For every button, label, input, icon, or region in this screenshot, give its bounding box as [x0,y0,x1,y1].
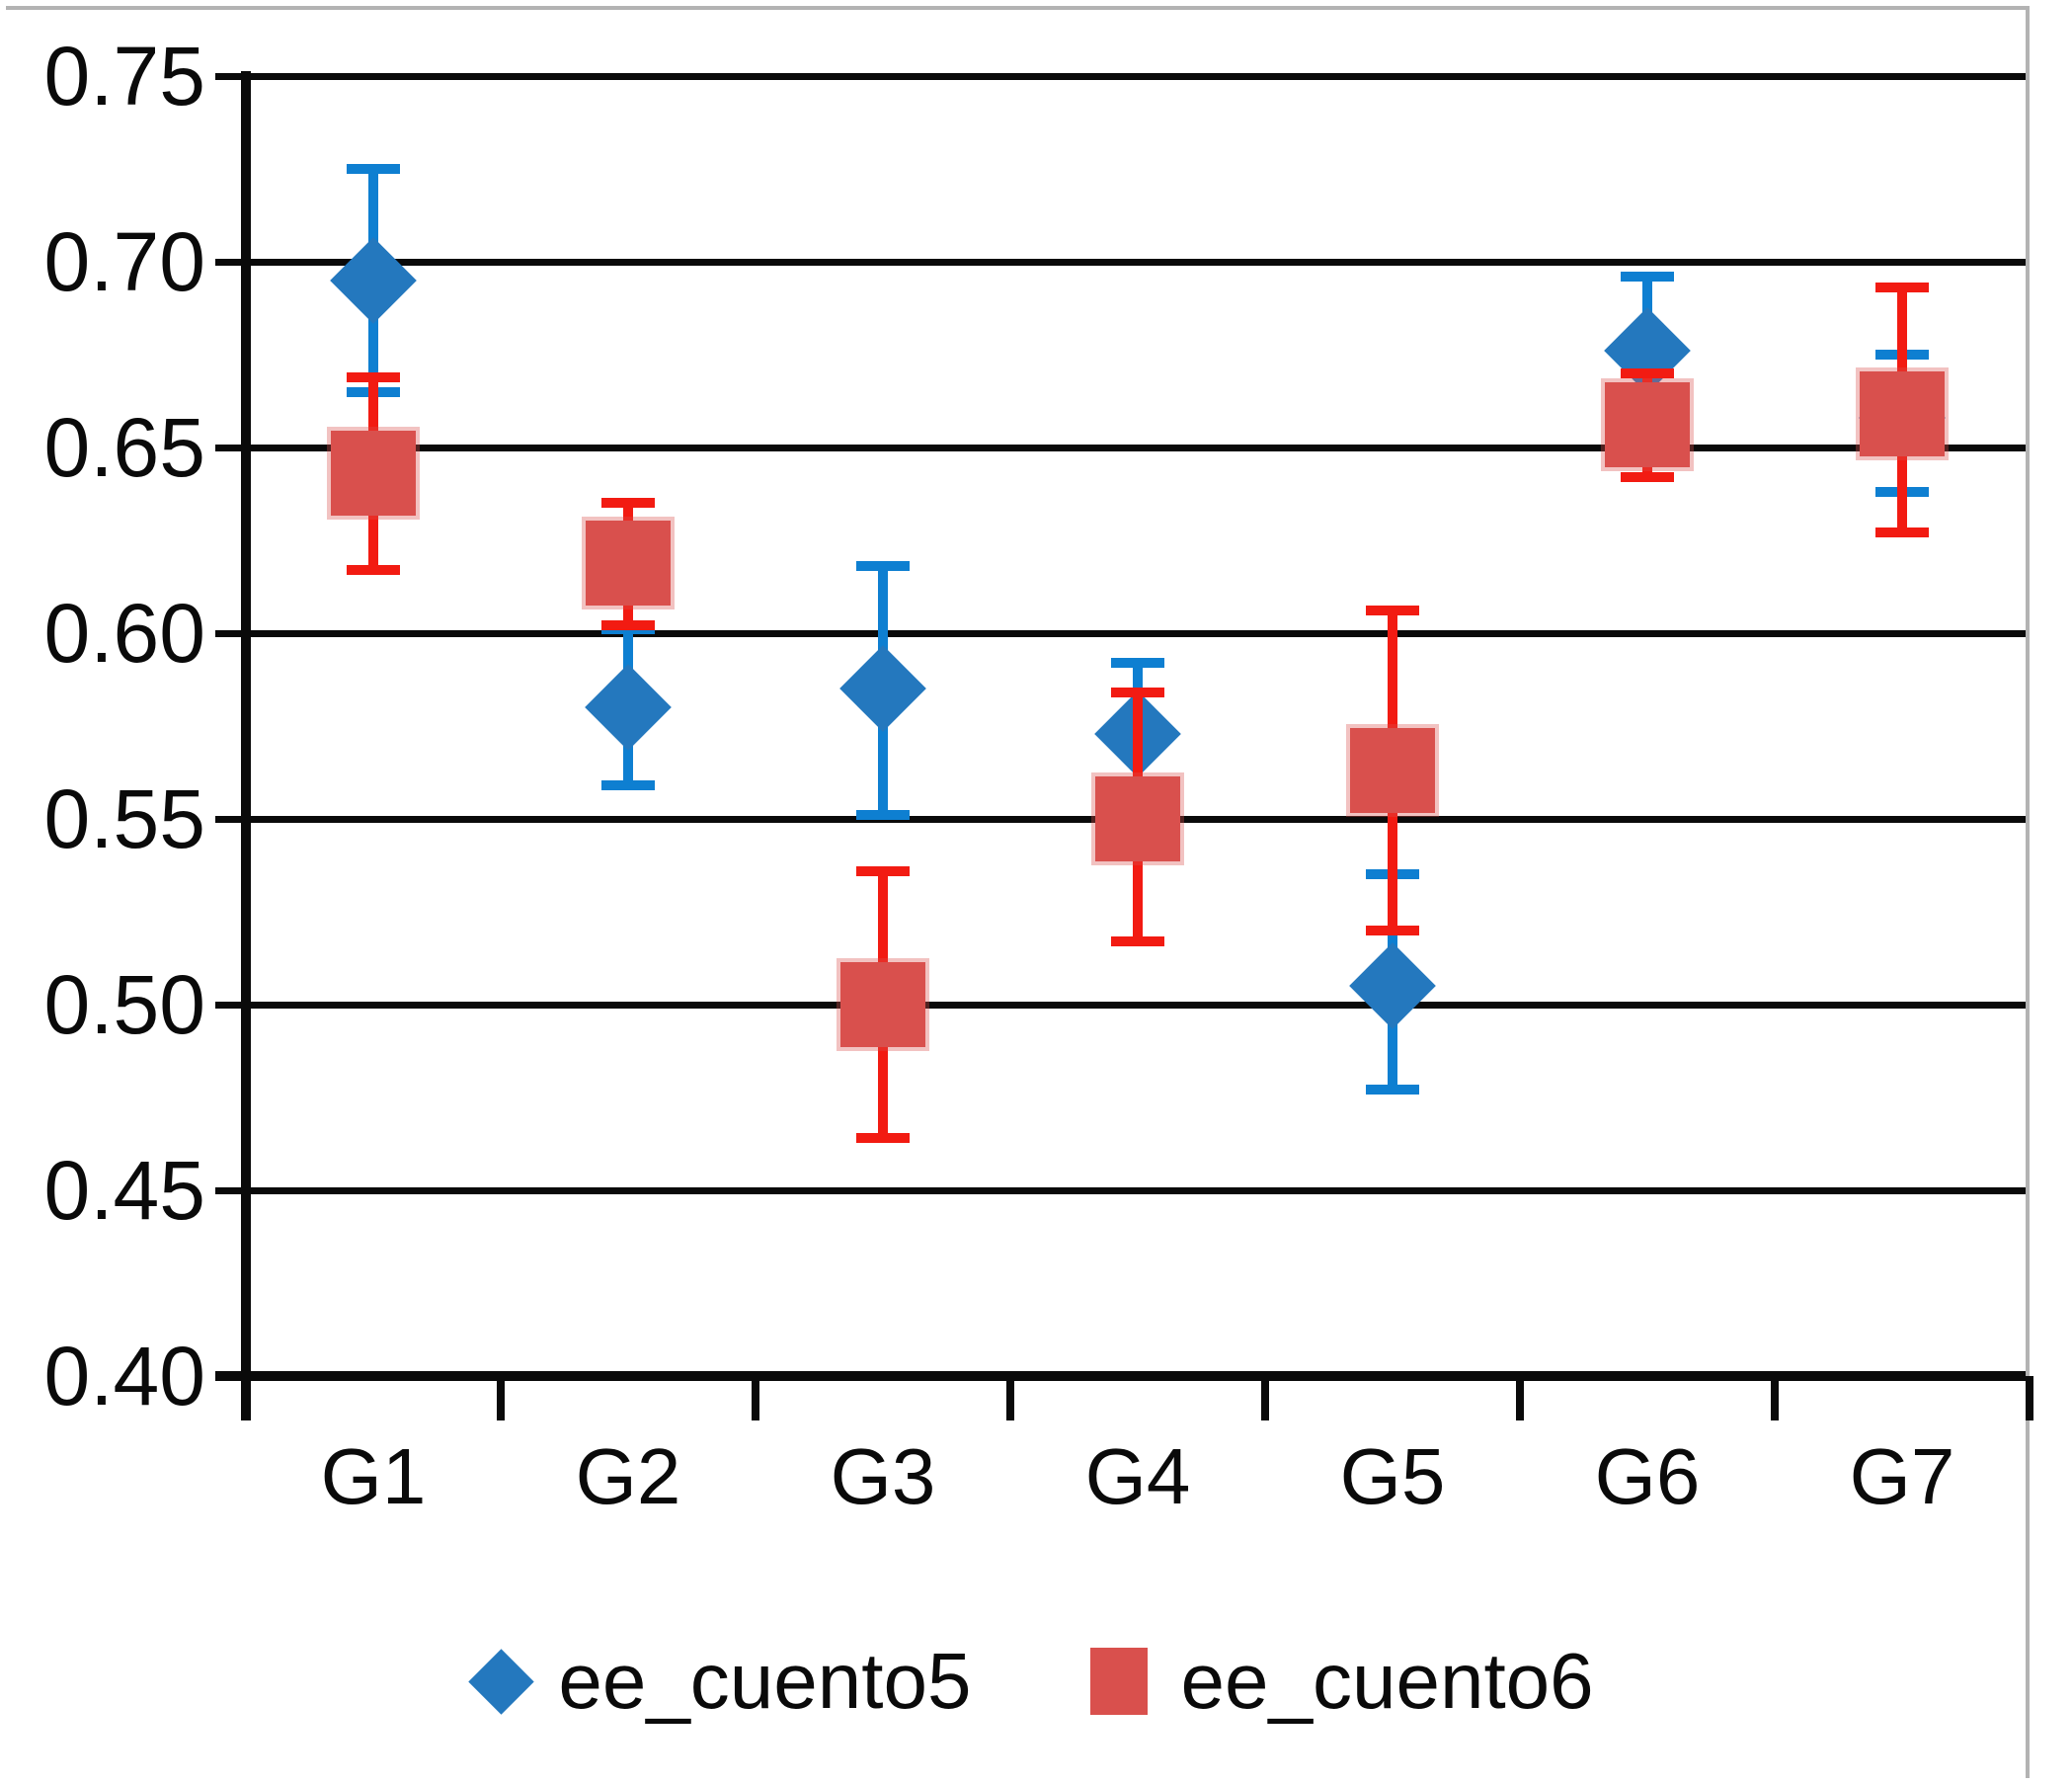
error-cap-high-ee_cuento5-G1 [347,164,400,174]
error-cap-high-ee_cuento6-G5 [1366,606,1419,616]
y-axis-line [241,71,251,1420]
legend: ee_cuento5 ee_cuento6 [0,1632,2072,1731]
gridline-0.40 [215,1371,2030,1381]
x-axis-category-label-G5: G5 [1339,1432,1446,1520]
error-cap-low-ee_cuento5-G2 [601,780,655,791]
x-axis-category-label-G7: G7 [1849,1432,1955,1520]
error-cap-low-ee_cuento5-G5 [1366,1085,1419,1095]
error-cap-high-ee_cuento6-G4 [1111,688,1164,698]
legend-square-marker-icon [1089,1648,1148,1715]
error-cap-high-ee_cuento5-G4 [1111,658,1164,669]
gridline-0.60 [215,629,2030,637]
data-point-ee_cuento5-G3 [839,645,926,733]
error-cap-low-ee_cuento6-G7 [1875,527,1929,538]
error-cap-low-ee_cuento6-G2 [601,620,655,631]
data-point-ee_cuento6-G4 [1095,776,1180,861]
gridline-0.75 [215,72,2030,80]
x-axis-tick [1006,1376,1014,1420]
error-cap-high-ee_cuento5-G6 [1621,272,1674,283]
y-axis-tick-label: 0.75 [43,30,206,122]
data-point-ee_cuento6-G2 [586,520,671,606]
x-axis-tick [1516,1376,1524,1420]
error-cap-high-ee_cuento5-G3 [856,561,910,572]
legend-item-series1: ee_cuento5 [468,1632,972,1731]
y-axis-tick-label: 0.50 [43,958,206,1051]
data-point-ee_cuento6-G5 [1350,728,1435,814]
chart-frame-right [2026,6,2030,1778]
legend-label-series2: ee_cuento6 [1180,1637,1594,1725]
data-point-ee_cuento5-G2 [585,664,672,752]
y-axis-tick-label: 0.55 [43,772,206,865]
x-axis-tick [497,1376,505,1420]
x-axis-tick [2026,1376,2033,1420]
x-axis-tick [752,1376,759,1420]
error-cap-high-ee_cuento6-G6 [1621,367,1674,378]
data-point-ee_cuento6-G3 [840,962,925,1047]
error-cap-high-ee_cuento6-G3 [856,865,910,876]
y-axis-tick-label: 0.65 [43,401,206,494]
y-axis-tick-label: 0.70 [43,215,206,308]
x-axis-category-label-G1: G1 [320,1432,427,1520]
data-point-ee_cuento6-G7 [1860,371,1945,457]
gridline-0.50 [215,1001,2030,1009]
gridline-0.70 [215,258,2030,266]
data-point-ee_cuento5-G5 [1349,942,1436,1030]
x-axis-tick [1771,1376,1779,1420]
error-cap-low-ee_cuento6-G1 [347,565,400,576]
x-axis-tick [242,1376,250,1420]
error-cap-low-ee_cuento6-G4 [1111,936,1164,947]
y-axis-tick-label: 0.45 [43,1144,206,1237]
error-cap-high-ee_cuento6-G7 [1875,283,1929,293]
legend-diamond-marker-icon [468,1648,535,1715]
data-point-ee_cuento6-G6 [1605,382,1690,468]
x-axis-category-label-G4: G4 [1084,1432,1191,1520]
x-axis-category-label-G2: G2 [575,1432,681,1520]
error-cap-low-ee_cuento6-G6 [1621,472,1674,483]
x-axis-tick [1261,1376,1269,1420]
y-axis-tick-label: 0.60 [43,587,206,680]
error-cap-low-ee_cuento6-G3 [856,1133,910,1144]
y-axis-tick-label: 0.40 [43,1330,206,1422]
legend-item-series2: ee_cuento6 [1089,1632,1594,1731]
x-axis-category-label-G6: G6 [1594,1432,1701,1520]
error-cap-low-ee_cuento6-G5 [1366,925,1419,935]
gridline-0.65 [215,444,2030,451]
data-point-ee_cuento6-G1 [331,431,416,517]
error-cap-high-ee_cuento6-G1 [347,371,400,382]
legend-label-series1: ee_cuento5 [558,1637,972,1725]
data-point-ee_cuento5-G1 [330,236,417,324]
gridline-0.45 [215,1186,2030,1194]
error-cap-low-ee_cuento5-G3 [856,810,910,821]
error-cap-high-ee_cuento6-G2 [601,498,655,509]
x-axis-category-label-G3: G3 [830,1432,936,1520]
chart-frame-top [6,6,2030,10]
